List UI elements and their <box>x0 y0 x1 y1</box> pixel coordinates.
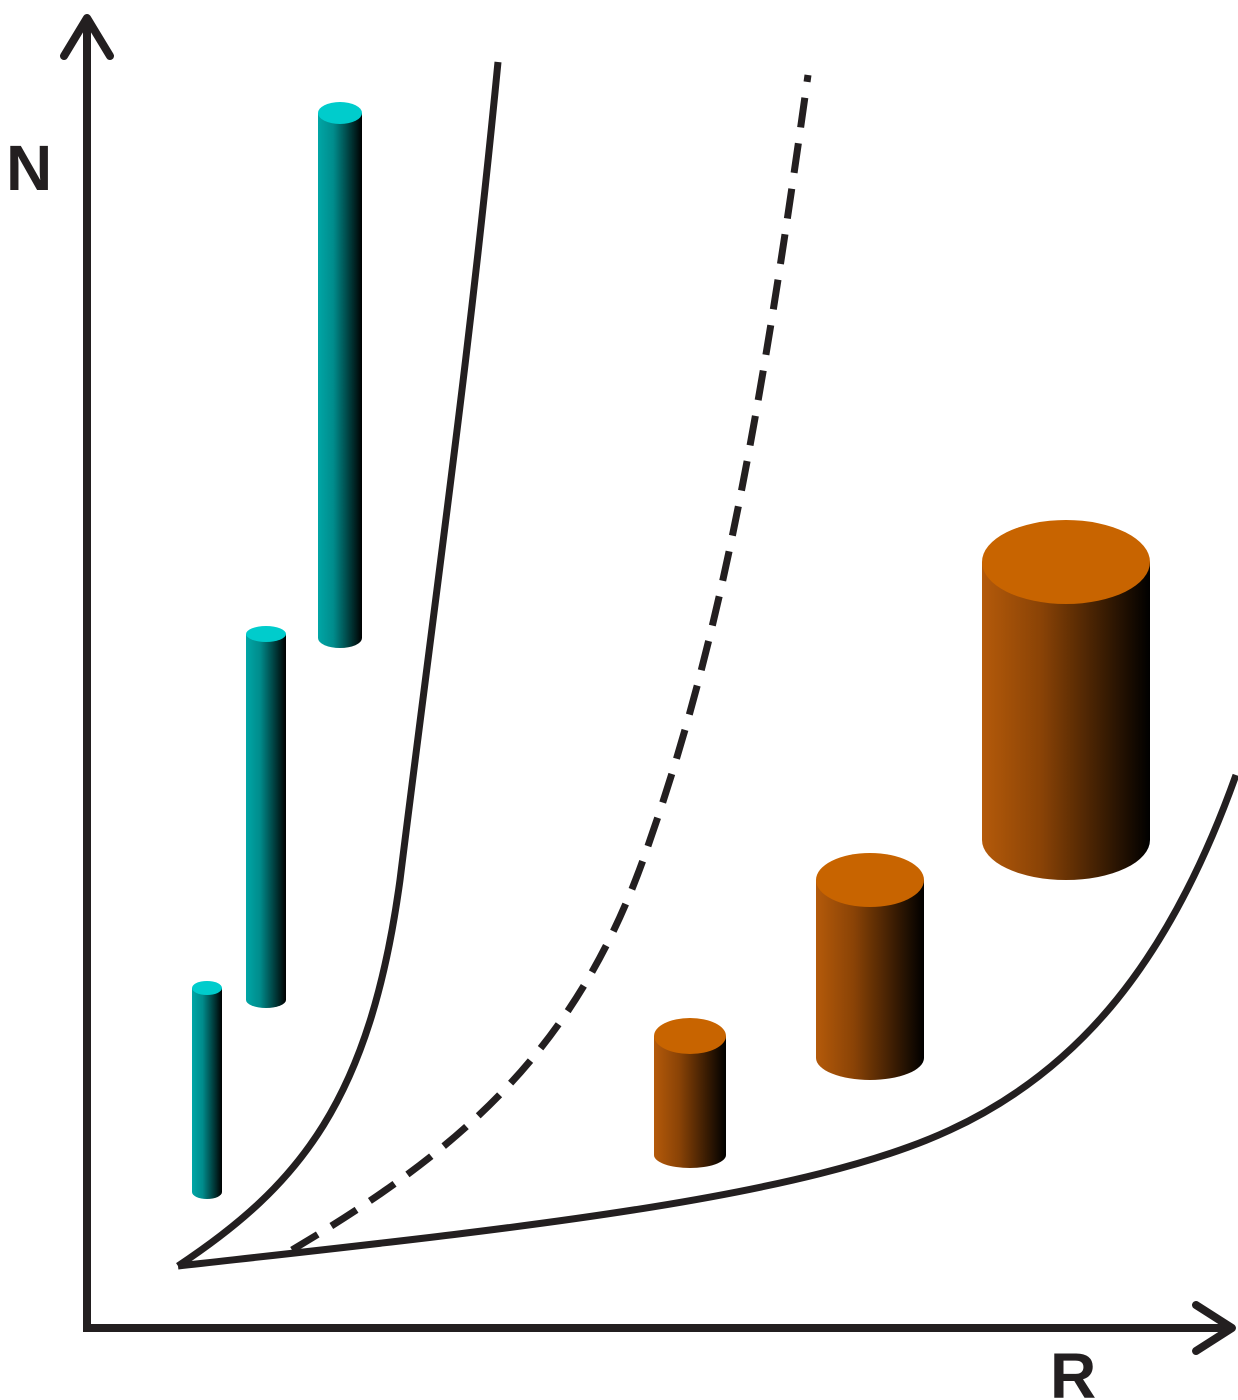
y-axis-arrow-icon <box>60 14 114 60</box>
curves <box>176 61 1238 1270</box>
middle-dashed-curve <box>290 74 812 1254</box>
thin-cylinder-small <box>192 981 222 1199</box>
x-axis-arrow-icon <box>1192 1301 1236 1355</box>
thick-cylinders <box>654 520 1150 1168</box>
thick-cylinder-large <box>982 520 1150 880</box>
upper-boundary-curve <box>176 61 502 1269</box>
y-axis-label: N <box>6 132 52 204</box>
thick-cylinder-small <box>654 1018 726 1168</box>
axes: N R <box>6 14 1236 1400</box>
thin-cylinder-large <box>318 102 362 648</box>
thin-cylinder-medium <box>246 626 286 1008</box>
x-axis-label: R <box>1050 1340 1096 1400</box>
thin-cylinders <box>192 102 362 1199</box>
lower-boundary-curve <box>177 773 1238 1270</box>
thick-cylinder-medium <box>816 853 924 1080</box>
